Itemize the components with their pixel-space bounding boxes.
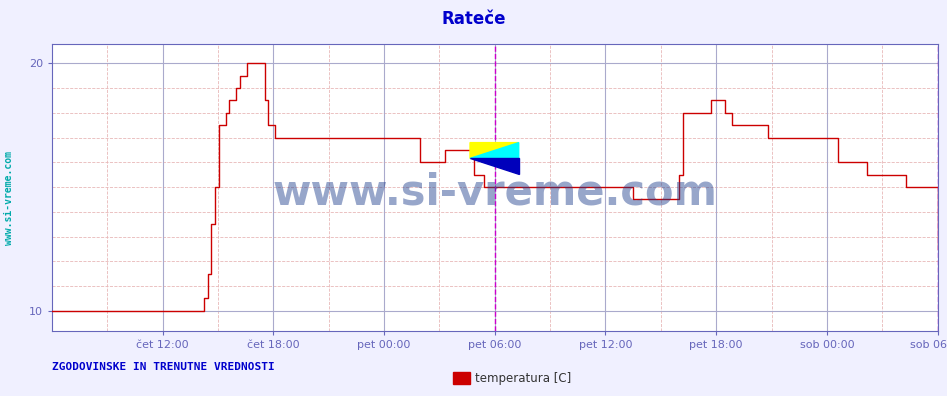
Text: temperatura [C]: temperatura [C] (475, 372, 572, 385)
Polygon shape (470, 158, 519, 174)
Text: www.si-vreme.com: www.si-vreme.com (5, 151, 14, 245)
Polygon shape (470, 143, 519, 158)
Text: www.si-vreme.com: www.si-vreme.com (273, 172, 717, 214)
Polygon shape (470, 143, 519, 158)
Text: ZGODOVINSKE IN TRENUTNE VREDNOSTI: ZGODOVINSKE IN TRENUTNE VREDNOSTI (52, 362, 275, 372)
Text: Rateče: Rateče (441, 10, 506, 28)
